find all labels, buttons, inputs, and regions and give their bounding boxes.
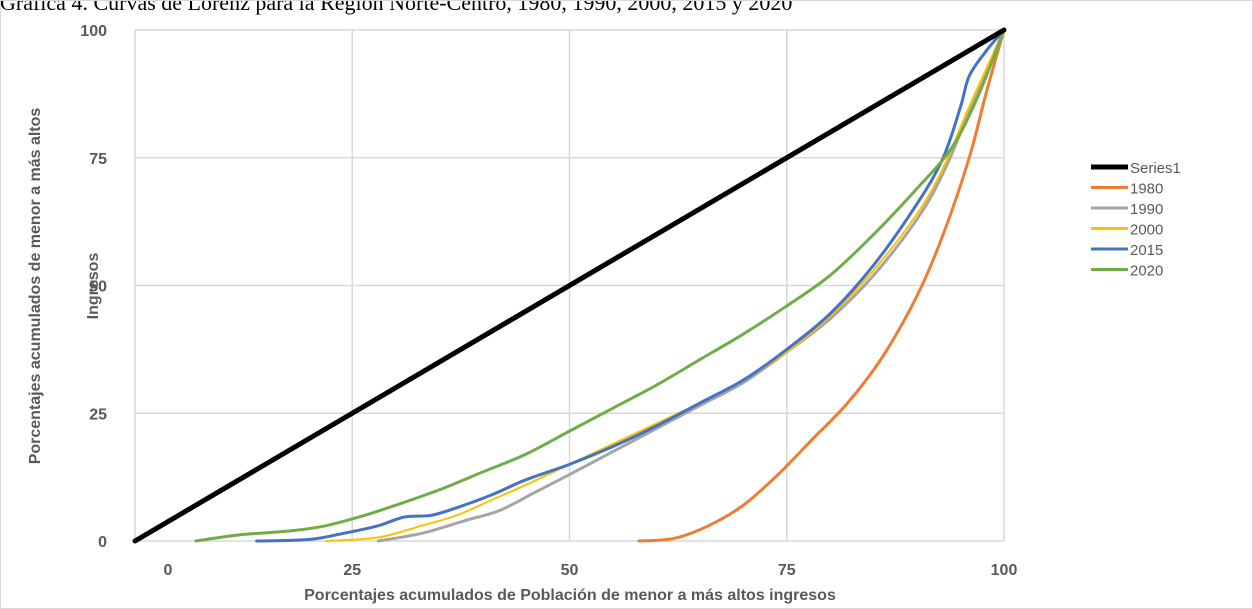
x-tick-label-100: 100 bbox=[991, 562, 1018, 579]
y-axis-title-line2: Ingresos bbox=[85, 253, 102, 320]
chart-header-text: Gráfica 4. Curvas de Lorenz para la Regi… bbox=[0, 0, 793, 15]
y-tick-label-25: 25 bbox=[89, 406, 107, 423]
y-axis-title-line1: Porcentajes acumulados de menor a más al… bbox=[27, 108, 44, 465]
x-tick-label-50: 50 bbox=[561, 562, 579, 579]
x-tick-label-75: 75 bbox=[778, 562, 796, 579]
series-layer bbox=[132, 27, 1007, 544]
legend-label-series1: Series1 bbox=[1130, 160, 1181, 177]
series-line-1990 bbox=[376, 28, 1006, 543]
series-line-2020 bbox=[194, 28, 1006, 543]
legend-label-1980: 1980 bbox=[1130, 181, 1163, 198]
y-tick-label-100: 100 bbox=[80, 23, 107, 40]
legend-label-2015: 2015 bbox=[1130, 242, 1163, 259]
legend-label-2000: 2000 bbox=[1130, 222, 1163, 239]
x-tick-label-25: 25 bbox=[343, 562, 361, 579]
legend-label-2020: 2020 bbox=[1130, 263, 1163, 280]
x-tick-label-0: 0 bbox=[164, 562, 173, 579]
series-line-series1 bbox=[132, 27, 1007, 544]
y-tick-label-0: 0 bbox=[98, 534, 107, 551]
legend-label-1990: 1990 bbox=[1130, 201, 1163, 218]
x-axis-title: Porcentajes acumulados de Población de m… bbox=[304, 587, 836, 604]
tick-layer: 0 25 50 75 100 0 25 50 75 100 bbox=[80, 23, 1017, 579]
series-line-2015 bbox=[255, 28, 1006, 543]
legend: Series1 1980 1990 2000 2015 2020 bbox=[1091, 160, 1181, 280]
series-line-1980 bbox=[637, 28, 1006, 543]
y-tick-label-50: 50 bbox=[89, 279, 107, 296]
y-tick-label-75: 75 bbox=[89, 151, 107, 168]
